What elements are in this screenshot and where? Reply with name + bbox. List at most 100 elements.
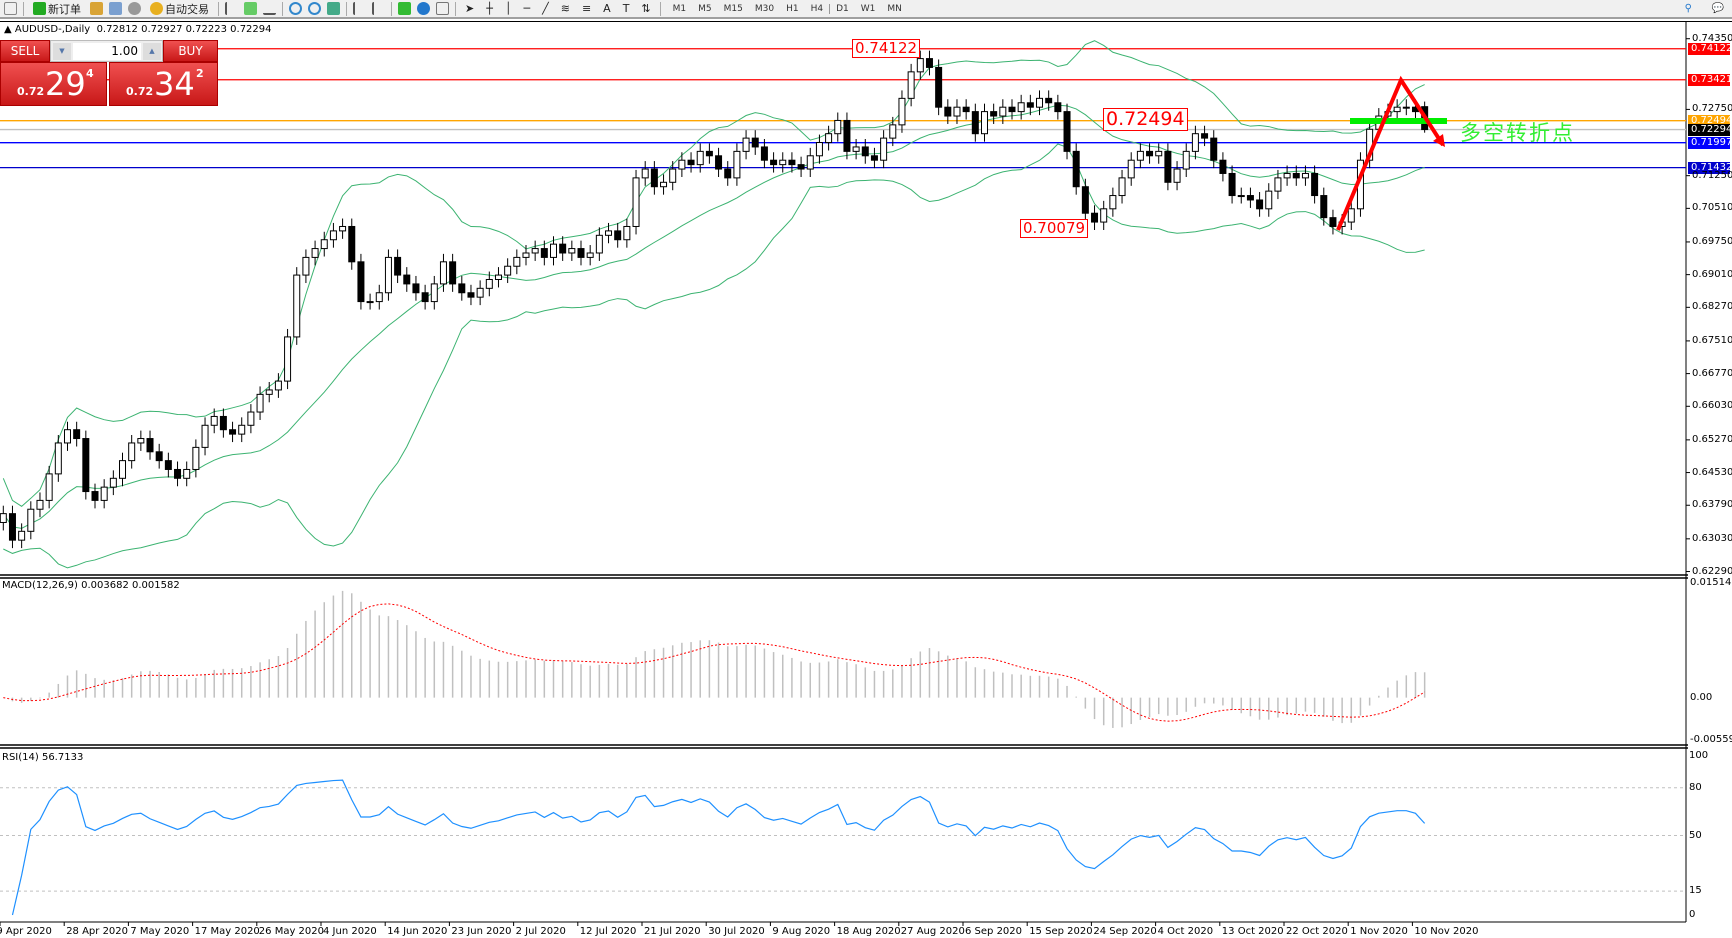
horizontal-line-icon[interactable]: ─ [523, 2, 531, 15]
candle[interactable] [1081, 186, 1089, 214]
candle[interactable] [458, 283, 466, 294]
candle[interactable] [357, 261, 365, 303]
candle[interactable] [953, 106, 961, 117]
lot-stepper[interactable]: ▼ 1.00 ▲ [50, 40, 163, 62]
candle[interactable] [485, 278, 493, 289]
candle[interactable] [36, 499, 44, 510]
candle[interactable] [8, 513, 16, 541]
candle[interactable] [843, 119, 851, 152]
candle[interactable] [412, 283, 420, 294]
candle[interactable] [1274, 177, 1282, 192]
candle[interactable] [494, 274, 502, 280]
candle[interactable] [1045, 97, 1053, 104]
candle[interactable] [1026, 102, 1034, 108]
chat-icon[interactable]: 💬 [1711, 3, 1724, 14]
buy-button[interactable]: BUY [163, 40, 218, 62]
candle[interactable] [394, 256, 402, 276]
candle[interactable] [660, 181, 668, 188]
timeframe-m30[interactable]: M30 [754, 4, 775, 14]
candle[interactable] [898, 97, 906, 126]
turning-point-label[interactable]: 多空转折点 [1460, 121, 1575, 145]
candle[interactable] [449, 261, 457, 285]
candle[interactable] [339, 225, 347, 232]
templates-icon[interactable] [436, 2, 449, 15]
candle[interactable] [311, 248, 319, 258]
candle[interactable] [870, 155, 878, 161]
candle[interactable] [999, 106, 1007, 117]
bar-chart-icon[interactable] [225, 2, 238, 15]
candle[interactable] [1237, 195, 1245, 198]
candle[interactable] [1329, 217, 1337, 227]
channel-icon[interactable]: ≋ [560, 2, 570, 15]
candle[interactable] [962, 106, 970, 113]
signals-icon[interactable] [128, 2, 141, 15]
candle[interactable] [935, 66, 943, 108]
candle[interactable] [1210, 137, 1218, 161]
navigator-icon[interactable] [109, 2, 122, 15]
chart-window[interactable] [0, 21, 1732, 938]
candle[interactable] [1036, 97, 1044, 108]
candle[interactable] [540, 248, 548, 258]
candle[interactable] [219, 415, 227, 431]
candle[interactable] [715, 155, 723, 170]
candle[interactable] [513, 256, 521, 267]
candle[interactable] [779, 159, 787, 166]
candle[interactable] [18, 530, 26, 541]
candle[interactable] [146, 438, 154, 453]
fibonacci-icon[interactable]: ≡ [581, 2, 592, 15]
buy-price[interactable]: 0.72 34 2 [109, 62, 218, 106]
candle[interactable] [586, 252, 594, 258]
pivot-price-label[interactable]: 0.72494 [1103, 108, 1188, 131]
high-price-label[interactable]: 0.74122 [852, 39, 921, 58]
candle[interactable] [1402, 106, 1410, 109]
candle[interactable] [1118, 177, 1126, 197]
candle[interactable] [128, 442, 136, 462]
candle[interactable] [1017, 102, 1025, 113]
indicators-icon[interactable] [398, 2, 411, 15]
candle[interactable] [669, 168, 677, 183]
candle[interactable] [201, 424, 209, 448]
candle[interactable] [788, 159, 796, 166]
candle[interactable] [1283, 172, 1291, 179]
new-order-button[interactable]: 新订单 [30, 1, 84, 17]
candle[interactable] [971, 111, 979, 135]
timeframe-h4[interactable]: H4 [810, 4, 824, 14]
candle[interactable] [577, 248, 585, 258]
candle[interactable] [1182, 150, 1190, 170]
candle[interactable] [1265, 190, 1273, 210]
candle[interactable] [183, 468, 191, 479]
tile-windows-icon[interactable] [327, 2, 340, 15]
candle[interactable] [1292, 172, 1300, 179]
candle[interactable] [605, 230, 613, 236]
candle[interactable] [1146, 150, 1154, 157]
chart-shift-icon[interactable] [372, 2, 385, 15]
candle[interactable] [1219, 159, 1227, 174]
candle[interactable] [944, 106, 952, 117]
candle[interactable] [1347, 208, 1355, 223]
candle[interactable] [1256, 199, 1264, 210]
candlestick-icon[interactable] [244, 2, 257, 15]
candle[interactable] [1054, 102, 1062, 113]
candle[interactable] [889, 124, 897, 139]
candle[interactable] [1136, 150, 1144, 161]
candle[interactable] [430, 283, 438, 303]
candle[interactable] [91, 491, 99, 501]
candle[interactable] [797, 164, 805, 170]
lot-input[interactable]: 1.00 [73, 43, 141, 60]
candle[interactable] [192, 446, 200, 470]
candle[interactable] [155, 451, 163, 462]
candle[interactable] [770, 159, 778, 166]
candle[interactable] [1201, 133, 1209, 139]
zoom-icon[interactable] [4, 2, 17, 15]
timeframe-d1[interactable]: D1 [829, 4, 855, 14]
candle[interactable] [1246, 195, 1254, 201]
autoscroll-icon[interactable] [353, 2, 366, 15]
candle[interactable] [174, 468, 182, 479]
arrows-icon[interactable]: ⇅ [641, 2, 651, 15]
candle[interactable] [1393, 106, 1401, 113]
candle[interactable] [742, 137, 750, 152]
candle[interactable] [907, 71, 915, 99]
candle[interactable] [73, 429, 81, 440]
candle[interactable] [265, 389, 273, 395]
candle[interactable] [1191, 133, 1199, 152]
